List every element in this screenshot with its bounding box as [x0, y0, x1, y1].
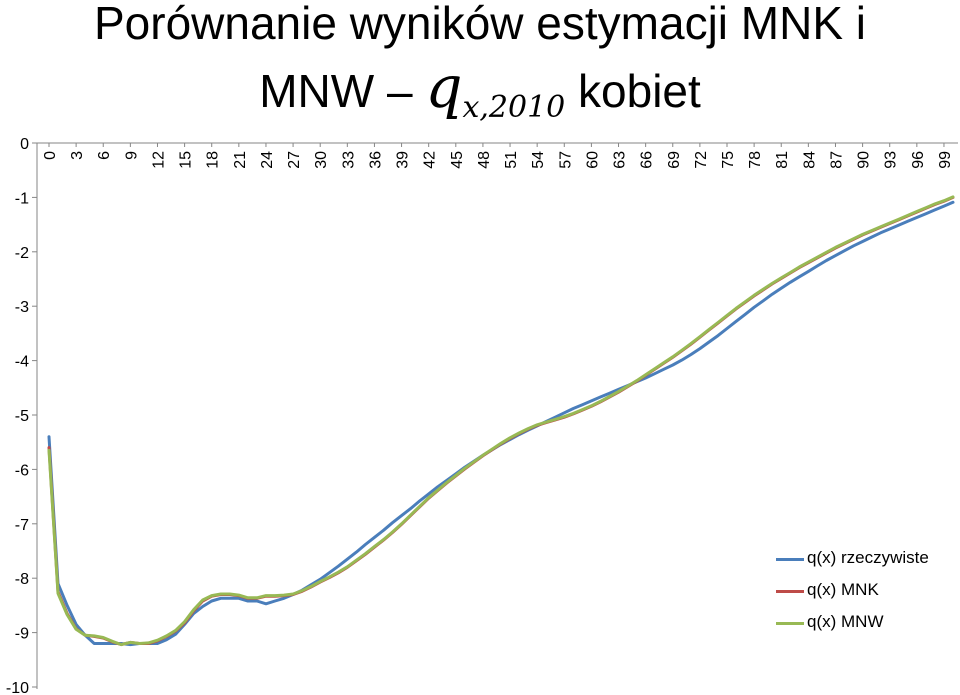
x-tick-label: 87: [828, 151, 845, 169]
legend-label-real: q(x) rzeczywiste: [807, 548, 929, 567]
x-tick-label: 66: [639, 151, 656, 169]
y-tick-label: -4: [15, 354, 29, 371]
x-tick-label: 63: [612, 151, 629, 169]
x-tick-label: 57: [557, 151, 574, 169]
x-tick-label: 60: [584, 151, 601, 169]
x-tick-label: 30: [313, 151, 330, 169]
x-tick-label: 78: [747, 151, 764, 169]
legend-item-real: q(x) rzeczywiste: [776, 548, 956, 580]
chart-title-line2: MNW – qx,2010 kobiet: [0, 58, 960, 125]
legend-item-mnk: q(x) MNK: [776, 580, 956, 612]
x-tick-label: 6: [96, 151, 113, 160]
y-tick-label: -10: [6, 680, 29, 695]
x-tick-label: 90: [856, 151, 873, 169]
x-tick-label: 3: [69, 151, 86, 160]
x-tick-label: 81: [774, 151, 791, 169]
x-tick-label: 75: [720, 151, 737, 169]
x-tick-label: 93: [883, 151, 900, 169]
y-tick-label: -3: [15, 299, 29, 316]
x-tick-label: 69: [666, 151, 683, 169]
x-tick-label: 24: [259, 151, 276, 169]
x-tick-label: 0: [42, 151, 59, 160]
chart-title-prefix: MNW –: [259, 65, 413, 117]
series-line-mnw: [47, 195, 955, 647]
y-tick-label: -7: [15, 517, 29, 534]
x-tick-label: 45: [449, 151, 466, 169]
x-tick-label: 72: [693, 151, 710, 169]
x-tick-label: 84: [801, 151, 818, 169]
chart-title-line1: Porównanie wyników estymacji MNK i: [93, 0, 867, 49]
chart-title-math-q: q: [425, 53, 463, 121]
legend-label-mnw: q(x) MNW: [807, 612, 884, 631]
legend-label-mnk: q(x) MNK: [807, 580, 879, 599]
legend-swatch-real: [776, 558, 804, 561]
y-tick-label: 0: [20, 136, 29, 153]
legend-item-mnw: q(x) MNW: [776, 612, 956, 644]
x-tick-label: 42: [422, 151, 439, 169]
x-tick-label: 54: [530, 151, 547, 169]
y-tick-label: -5: [15, 408, 29, 425]
x-tick-label: 18: [205, 151, 222, 169]
y-tick-label: -1: [15, 190, 29, 207]
chart-title-math-subscript: x,2010: [462, 90, 566, 125]
x-tick-label: 33: [340, 151, 357, 169]
x-tick-label: 27: [286, 151, 303, 169]
x-tick-label: 48: [476, 151, 493, 169]
x-tick-label: 15: [178, 151, 195, 169]
chart-title-suffix: kobiet: [578, 65, 701, 117]
chart-legend: q(x) rzeczywiste q(x) MNK q(x) MNW: [776, 548, 956, 644]
x-tick-label: 39: [395, 151, 412, 169]
y-tick-label: -6: [15, 462, 29, 479]
x-tick-label: 9: [123, 151, 140, 160]
legend-swatch-mnw: [776, 622, 804, 625]
x-tick-label: 99: [937, 151, 954, 169]
y-tick-label: -8: [15, 571, 29, 588]
x-tick-label: 21: [232, 151, 249, 169]
x-tick-label: 51: [503, 151, 520, 169]
x-tick-label: 12: [150, 151, 167, 169]
x-tick-label: 36: [367, 151, 384, 169]
legend-swatch-mnk: [776, 590, 804, 593]
x-tick-label: 96: [910, 151, 927, 169]
y-tick-label: -2: [15, 245, 29, 262]
y-tick-label: -9: [15, 626, 29, 643]
